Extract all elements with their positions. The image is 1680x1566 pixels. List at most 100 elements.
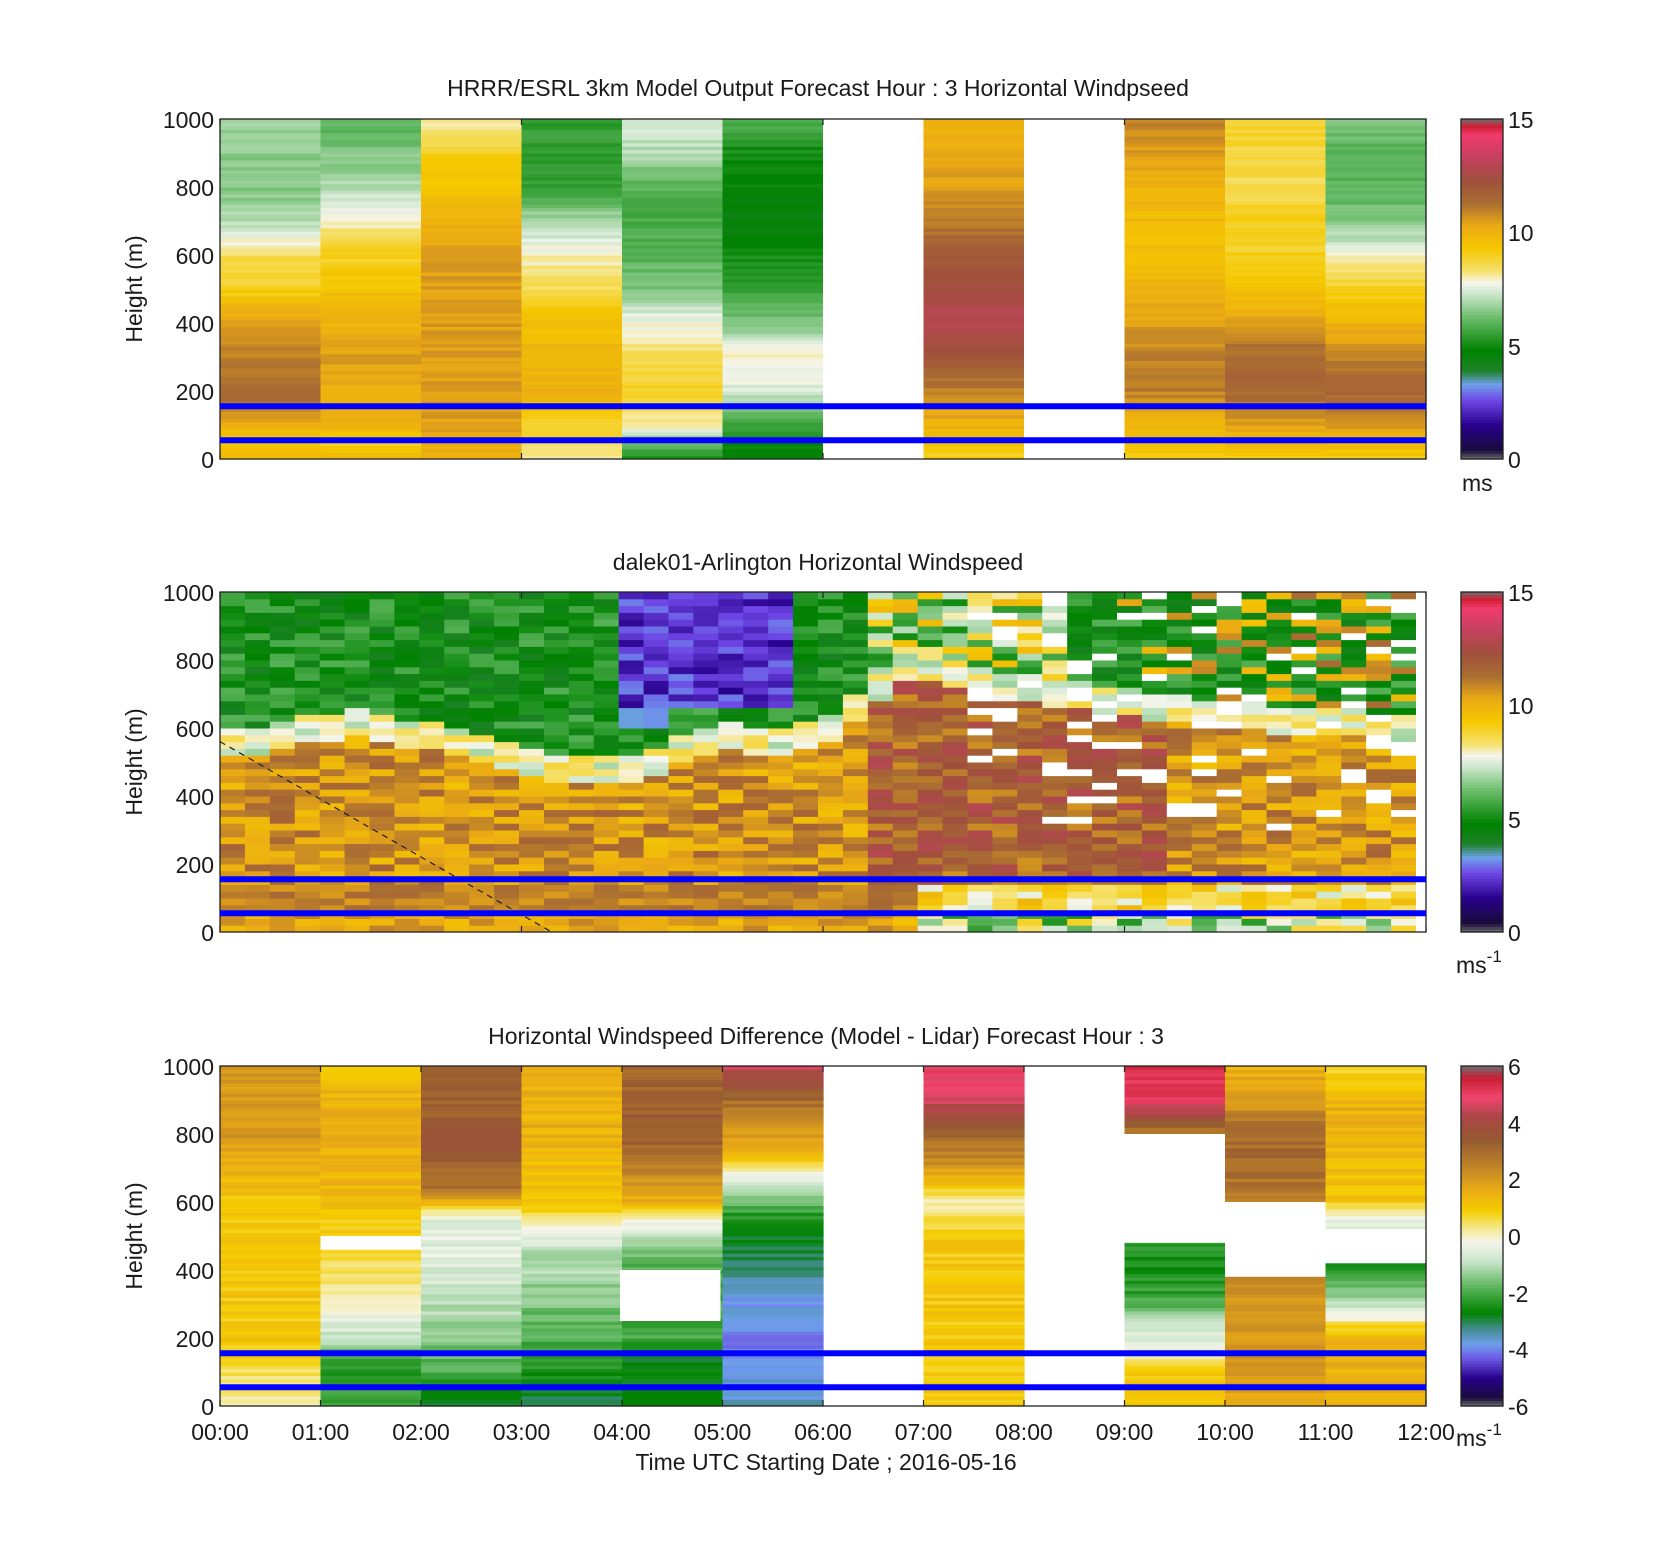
colorbar-segment (1461, 821, 1503, 825)
heatmap-cell (622, 1083, 724, 1087)
heatmap-cell (942, 714, 968, 722)
heatmap-cell (1325, 1310, 1427, 1315)
heatmap-cell (622, 1154, 724, 1159)
heatmap-cell (1042, 884, 1068, 892)
heatmap-cell (1325, 1198, 1427, 1203)
heatmap-cell (768, 626, 794, 634)
heatmap-cell (1316, 734, 1342, 743)
heatmap-cell (722, 282, 824, 287)
heatmap-cell (622, 1358, 724, 1363)
heatmap-cell (1316, 925, 1342, 933)
heatmap-cell (469, 687, 495, 695)
heatmap-cell (917, 653, 944, 661)
heatmap-cell (1325, 292, 1427, 297)
heatmap-cell (220, 414, 322, 419)
heatmap-cell (1124, 1297, 1226, 1302)
heatmap-cell (622, 323, 724, 327)
heatmap-cell (521, 418, 623, 423)
dashed-reference-line (219, 741, 552, 933)
heatmap-cell (568, 891, 595, 899)
colorbar-segment (1461, 1309, 1503, 1314)
heatmap-cell (419, 843, 445, 851)
heatmap-cell (1325, 1276, 1427, 1281)
heatmap-cell (394, 700, 420, 709)
heatmap-cell (543, 721, 570, 729)
heatmap-cell (1325, 180, 1427, 185)
heatmap-cell (521, 1154, 623, 1159)
heatmap-cell (1366, 898, 1392, 906)
heatmap-column-0900 (1124, 119, 1226, 460)
heatmap-cell (1191, 694, 1218, 702)
heatmap-cell (394, 728, 420, 736)
heatmap-cell (622, 285, 724, 290)
colorbar-segment (1461, 671, 1503, 675)
heatmap-cell (244, 748, 271, 756)
heatmap-cell (967, 721, 993, 729)
heatmap-cell (967, 646, 993, 654)
heatmap-cell (718, 768, 744, 777)
heatmap-cell (842, 762, 869, 770)
heatmap-cell (718, 639, 744, 647)
heatmap-cell (622, 1130, 724, 1135)
heatmap-cell (1067, 612, 1093, 620)
heatmap-cell (722, 1358, 824, 1363)
heatmap-cell (722, 1106, 824, 1111)
heatmap-cell (521, 1358, 623, 1363)
y-axis-label: Height (m) (121, 1182, 147, 1289)
heatmap-cell (521, 1270, 623, 1274)
heatmap-cell (992, 830, 1018, 838)
heatmap-cell (743, 762, 769, 770)
heatmap-cell (319, 653, 346, 661)
heatmap-cell (1225, 238, 1327, 242)
heatmap-cell (1124, 323, 1226, 327)
heatmap-cell (743, 626, 769, 634)
heatmap-cell (421, 1341, 523, 1346)
heatmap-cell (722, 1161, 824, 1166)
heatmap-cell (618, 673, 645, 681)
heatmap-cell (1366, 700, 1392, 709)
heatmap-cell (320, 394, 422, 399)
heatmap-cell (992, 782, 1018, 790)
heatmap-cell (369, 741, 395, 749)
heatmap-cell (244, 700, 271, 709)
heatmap-cell (1225, 193, 1327, 198)
heatmap-cell (1067, 789, 1093, 797)
heatmap-cell (543, 660, 570, 668)
heatmap-cell (668, 721, 694, 729)
heatmap-cell (722, 1208, 824, 1213)
heatmap-cell (244, 864, 271, 872)
heatmap-cell (1166, 809, 1193, 817)
heatmap-cell (643, 809, 669, 817)
heatmap-cell (568, 864, 595, 872)
heatmap-cell (1166, 857, 1193, 865)
heatmap-cell (722, 1341, 824, 1346)
heatmap-cell (743, 714, 769, 722)
heatmap-cell (543, 605, 570, 613)
heatmap-cell (220, 336, 322, 341)
heatmap-cell (992, 734, 1018, 743)
heatmap-cell (521, 1334, 623, 1339)
heatmap-cell (923, 1069, 1025, 1074)
colorbar-segment (1461, 1275, 1503, 1280)
heatmap-cell (722, 435, 824, 440)
heatmap-cell (1067, 918, 1093, 926)
heatmap-cell (722, 326, 824, 331)
heatmap-cell (1067, 632, 1093, 641)
heatmap-cell (622, 401, 724, 406)
heatmap-cell (593, 728, 620, 736)
heatmap-cell (1092, 741, 1118, 749)
heatmap-cell (1117, 775, 1143, 783)
heatmap-cell (1266, 762, 1292, 770)
heatmap-cell (923, 1079, 1025, 1084)
colorbar-segment (1461, 864, 1503, 868)
heatmap-cell (1325, 224, 1427, 229)
heatmap-cell (743, 864, 769, 872)
heatmap-cell (1325, 1222, 1427, 1227)
heatmap-cell (668, 823, 694, 831)
heatmap-cell (718, 789, 744, 797)
heatmap-cell (1266, 850, 1292, 858)
heatmap-cell (1325, 275, 1427, 280)
heatmap-cell (494, 694, 520, 702)
heatmap-cell (722, 1361, 824, 1366)
heatmap-column-0700 (923, 1066, 1025, 1407)
